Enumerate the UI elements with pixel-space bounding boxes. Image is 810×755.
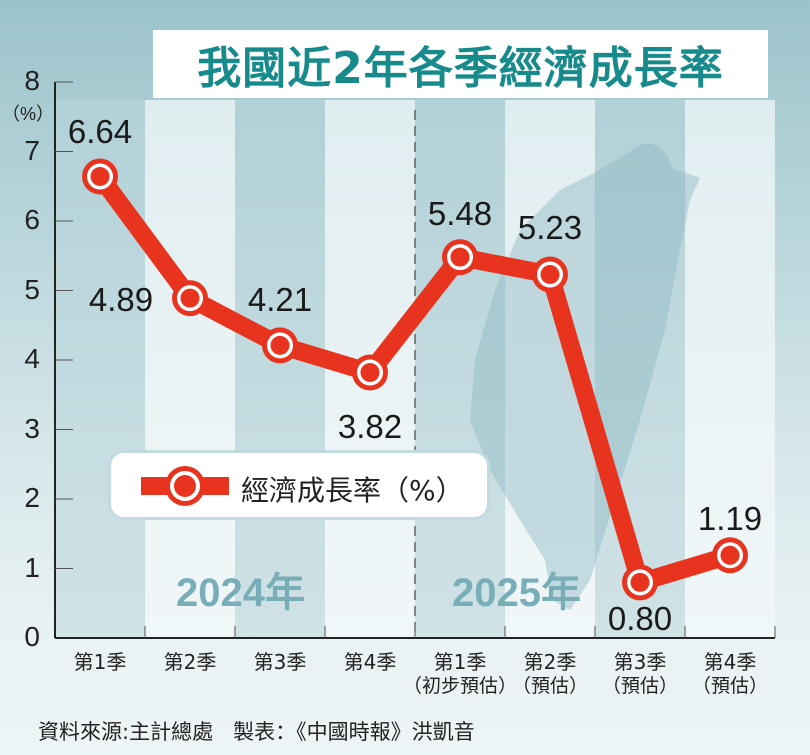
x-axis-label-main: 第4季 <box>343 650 397 674</box>
y-tick-label: 1 <box>24 551 40 583</box>
y-tick-label: 4 <box>24 343 40 374</box>
x-axis-label: 第3季 <box>230 650 330 674</box>
x-axis-label: 第4季 （預估） <box>680 650 780 698</box>
x-axis-label-main: 第4季 <box>703 650 757 674</box>
source-note: 資料來源:主計總處 <box>38 720 214 744</box>
y-tick-label: 0 <box>24 621 40 652</box>
y-tick-label: 8 <box>24 65 40 96</box>
year-label-2025: 2025年 <box>452 571 581 615</box>
y-tick-label: 7 <box>24 134 40 166</box>
chart-title: 我國近2年各季經濟成長率 <box>197 43 724 94</box>
x-axis-label: 第2季 （預估） <box>500 650 600 698</box>
x-axis-label-main: 第3季 <box>613 650 667 674</box>
data-point-dot <box>90 167 110 187</box>
value-label: 5.23 <box>517 209 583 246</box>
x-axis-label-sub: （預估） <box>511 675 588 697</box>
x-axis-label-sub: （預估） <box>691 675 768 697</box>
x-axis-label-main: 第1季 <box>433 650 487 674</box>
column-stripe <box>145 100 235 638</box>
data-point-dot <box>450 247 470 267</box>
x-axis-label-sub: （預估） <box>601 675 678 697</box>
data-point-dot <box>720 545 740 565</box>
data-point-dot <box>180 288 200 308</box>
footer: 資料來源:主計總處 製表：《中國時報》洪凱音 <box>38 716 475 746</box>
value-label: 4.21 <box>247 281 313 318</box>
y-tick-label: 3 <box>24 412 40 444</box>
x-axis-label-main: 第1季 <box>73 650 127 674</box>
x-axis-label: 第1季 <box>50 650 150 674</box>
x-axis-label-main: 第2季 <box>523 650 577 674</box>
x-axis-label: 第2季 <box>140 650 240 674</box>
x-axis-label-main: 第3季 <box>253 650 307 674</box>
legend: 經濟成長率（%） <box>108 450 490 520</box>
value-label: 0.80 <box>607 600 673 637</box>
y-tick-label: 5 <box>24 273 40 305</box>
x-axis-label: 第3季 （預估） <box>590 650 690 698</box>
column-stripe <box>235 100 325 638</box>
value-label: 1.19 <box>697 500 763 537</box>
y-tick-label: 6 <box>24 204 40 235</box>
value-label: 3.82 <box>337 408 403 445</box>
credit-note: 製表：《中國時報》洪凱音 <box>233 720 475 744</box>
data-point-dot <box>540 265 560 285</box>
y-tick-label: 2 <box>24 482 40 513</box>
x-axis-label: 第4季 <box>320 650 420 674</box>
legend-marker-icon <box>141 466 229 506</box>
value-label: 4.89 <box>88 281 154 318</box>
x-axis-label-sub: （初步預估） <box>402 675 517 697</box>
x-axis-label-main: 第2季 <box>163 650 217 674</box>
data-point-dot <box>630 572 650 592</box>
value-label: 6.64 <box>67 113 133 150</box>
data-point-dot <box>270 335 290 355</box>
legend-label: 經濟成長率（%） <box>241 474 464 507</box>
column-stripe <box>415 100 505 638</box>
column-stripe <box>595 100 685 638</box>
value-label: 5.48 <box>427 195 493 232</box>
data-point-dot <box>360 363 380 383</box>
y-axis-unit: （%） <box>2 104 55 124</box>
x-axis-label: 第1季 （初步預估） <box>403 650 517 698</box>
year-label-2024: 2024年 <box>176 571 305 615</box>
title-banner: 我國近2年各季經濟成長率 <box>153 30 768 98</box>
